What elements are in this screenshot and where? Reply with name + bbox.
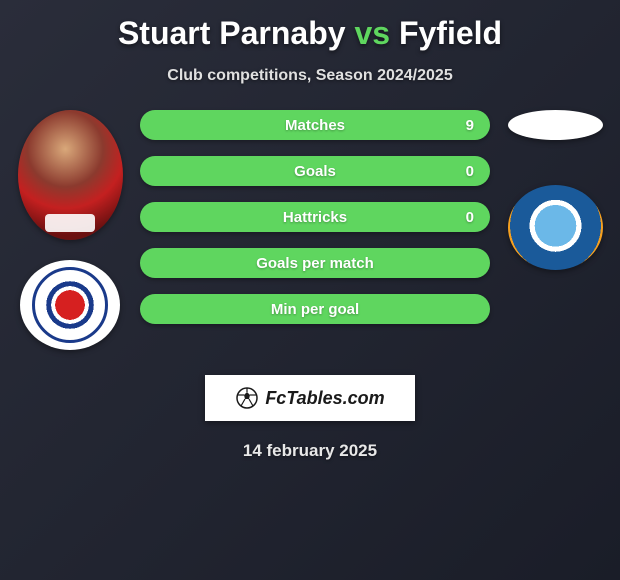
stat-value: 0 <box>466 163 474 180</box>
player2-team-badge <box>508 185 603 270</box>
stat-label: Min per goal <box>271 301 359 318</box>
player1-team-badge <box>20 260 120 350</box>
stat-bar-matches: Matches 9 <box>140 110 490 140</box>
stat-value: 0 <box>466 209 474 226</box>
stat-value: 9 <box>466 117 474 134</box>
site-logo: FcTables.com <box>235 386 384 410</box>
player2-name: Fyfield <box>399 15 502 51</box>
page-title: Stuart Parnaby vs Fyfield <box>0 15 620 52</box>
site-name: FcTables.com <box>265 388 384 409</box>
stats-column: Matches 9 Goals 0 Hattricks 0 Goals per … <box>140 110 490 324</box>
stat-label: Matches <box>285 117 345 134</box>
stat-bar-gpm: Goals per match <box>140 248 490 278</box>
main-area: Matches 9 Goals 0 Hattricks 0 Goals per … <box>0 110 620 350</box>
soccer-ball-icon <box>235 386 259 410</box>
left-column <box>10 110 130 350</box>
player2-photo-placeholder <box>508 110 603 140</box>
branding-box: FcTables.com <box>205 375 415 421</box>
stat-label: Goals <box>294 163 336 180</box>
date-text: 14 february 2025 <box>0 441 620 461</box>
stat-bar-hattricks: Hattricks 0 <box>140 202 490 232</box>
subtitle: Club competitions, Season 2024/2025 <box>0 67 620 85</box>
stat-label: Goals per match <box>256 255 374 272</box>
stat-bar-goals: Goals 0 <box>140 156 490 186</box>
stat-label: Hattricks <box>283 209 347 226</box>
player1-name: Stuart Parnaby <box>118 15 346 51</box>
comparison-card: Stuart Parnaby vs Fyfield Club competiti… <box>0 0 620 471</box>
vs-text: vs <box>354 15 390 51</box>
stat-bar-mpg: Min per goal <box>140 294 490 324</box>
player1-photo <box>18 110 123 240</box>
right-column <box>500 110 610 270</box>
